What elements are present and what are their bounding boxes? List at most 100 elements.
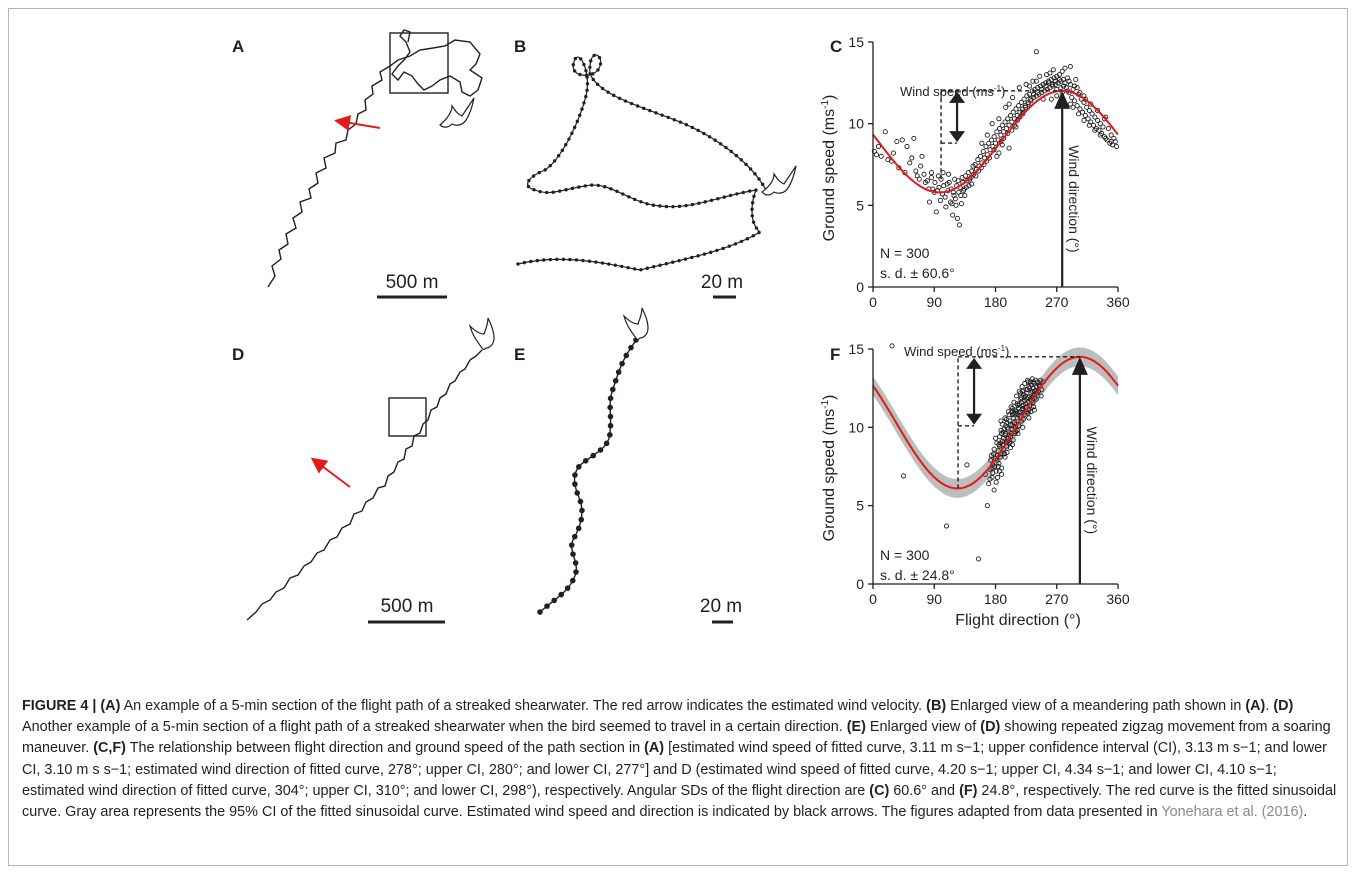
path-fix-dot (610, 386, 616, 393)
chart-f-sd: s. d. ± 24.8° (880, 567, 955, 583)
data-point (1030, 78, 1036, 84)
data-point (1001, 451, 1007, 457)
path-fix-dot (750, 207, 754, 211)
data-point (882, 129, 888, 135)
data-point (1005, 116, 1011, 122)
data-point (1103, 135, 1109, 141)
path-fix-dot (716, 197, 720, 201)
caption-panel-ref: (C,F) (93, 740, 126, 757)
x-tick-label: 0 (869, 591, 877, 607)
y-tick-label: 15 (848, 34, 864, 50)
x-tick-label: 0 (869, 294, 877, 310)
data-point (1016, 103, 1022, 109)
path-fix-dot (564, 585, 571, 591)
caption-citation-link[interactable]: Yonehara et al. (2016) (1161, 804, 1304, 821)
path-fix-dot (606, 90, 610, 94)
data-point (975, 157, 981, 163)
data-point (940, 170, 946, 176)
path-fix-dot (633, 197, 637, 202)
data-point (1007, 112, 1014, 119)
data-point (1097, 121, 1103, 127)
data-point (1020, 424, 1026, 430)
data-point (1003, 416, 1009, 423)
y-tick-label: 5 (856, 498, 864, 514)
flight-path-d (246, 349, 483, 621)
path-fix-dot (564, 188, 568, 192)
data-point (1026, 415, 1032, 421)
path-fix-dot (583, 184, 587, 188)
path-fix-dot (585, 81, 590, 86)
path-fix-dot (751, 220, 756, 224)
path-fix-dot (613, 263, 617, 267)
path-fix-dot (639, 268, 643, 272)
data-point (937, 197, 943, 203)
path-fix-dot (750, 214, 754, 218)
caption-text: . (1265, 698, 1274, 714)
path-fix-dot (709, 198, 714, 203)
data-point (1031, 379, 1037, 385)
panel-d: D 500 m (232, 317, 495, 624)
path-fix-dot (594, 260, 598, 264)
data-point (986, 140, 992, 146)
path-fix-dot (677, 204, 682, 209)
data-point (997, 468, 1003, 474)
path-fix-dot (607, 395, 614, 402)
caption-text: An example of a 5-min section of the fli… (120, 698, 927, 714)
caption-body: (A) An example of a 5-min section of the… (22, 698, 1336, 820)
data-point (1048, 96, 1054, 102)
path-fix-dot (651, 203, 656, 207)
data-point (1010, 109, 1016, 115)
caption-panel-ref: (E) (846, 719, 866, 736)
x-tick-label: 90 (926, 591, 942, 607)
data-point (1001, 435, 1007, 441)
path-fix-dot (748, 189, 752, 193)
data-point (956, 222, 962, 228)
y-tick-label: 0 (856, 576, 864, 592)
data-point (1067, 63, 1073, 70)
panel-d-label: D (232, 345, 244, 364)
path-fix-dot (690, 202, 695, 207)
path-fix-dot (645, 202, 649, 206)
path-fix-dot (739, 158, 743, 162)
path-fix-dot (757, 230, 761, 235)
path-fix-dot (607, 404, 613, 411)
chart-f-ylabel: Ground speed (ms-1) (820, 395, 838, 542)
path-fix-dot (560, 148, 565, 153)
data-point (946, 179, 952, 186)
panel-a: A 500 m (232, 29, 483, 299)
data-point (933, 209, 939, 215)
data-point (999, 431, 1005, 437)
path-fix-dot (697, 201, 701, 206)
path-fix-dot (522, 260, 527, 265)
data-point (1080, 109, 1086, 115)
path-fix-dot (754, 226, 759, 230)
data-point (1059, 68, 1065, 74)
data-point (977, 153, 984, 159)
arrowhead-up (966, 357, 983, 369)
data-point (990, 470, 996, 476)
path-fix-dot (739, 239, 744, 244)
data-point (992, 140, 999, 146)
path-fix-dot (572, 125, 577, 130)
path-fix-dot (744, 162, 748, 167)
path-fix-dot (572, 69, 577, 73)
data-point (1001, 135, 1007, 141)
data-point (1067, 101, 1073, 107)
path-fix-dot (581, 258, 585, 263)
path-fix-dot (600, 86, 605, 91)
data-point (1052, 78, 1058, 84)
path-fix-dot (734, 153, 738, 158)
path-fix-dot (607, 422, 614, 429)
figure-panels: A 500 m B 20 m C Ground speed (ms-1) Win… (232, 29, 1130, 629)
data-point (1046, 80, 1052, 86)
data-point (911, 135, 917, 141)
x-tick-label: 90 (926, 294, 942, 310)
data-point (1006, 122, 1012, 128)
path-fix-dot (574, 490, 581, 496)
path-fix-dot (748, 167, 753, 171)
caption-text: 24.8°, respectively. The red curve is th… (22, 782, 1337, 821)
path-fix-dot (548, 163, 552, 168)
path-fix-dot (702, 252, 707, 256)
path-fix-dot (591, 72, 595, 76)
data-point (921, 171, 927, 177)
